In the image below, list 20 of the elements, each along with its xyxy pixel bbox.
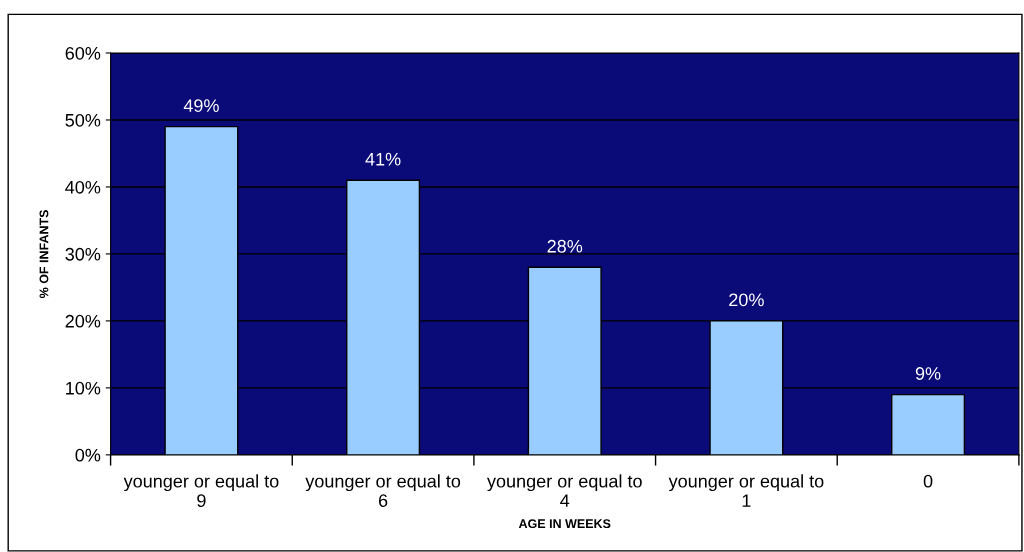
- data-label: 9%: [915, 367, 941, 380]
- y-axis-title: % OF INFANTS: [39, 209, 49, 299]
- y-tick-label: 50%: [65, 113, 101, 127]
- data-label: 20%: [729, 293, 764, 307]
- data-label: 49%: [183, 99, 219, 112]
- y-tick-label: 0%: [75, 448, 101, 462]
- y-tick-label: 20%: [65, 314, 101, 328]
- x-tick-label: younger or equal to 6: [305, 474, 461, 507]
- x-axis-title: AGE IN WEEKS: [518, 519, 611, 529]
- data-label: 41%: [365, 152, 401, 166]
- y-tick-label: 60%: [65, 46, 101, 60]
- y-tick-label: 30%: [65, 247, 101, 261]
- x-tick-label: 0: [923, 474, 933, 488]
- data-label: 28%: [547, 239, 583, 253]
- x-tick-label: younger or equal to 4: [486, 474, 642, 507]
- y-tick-label: 40%: [65, 180, 101, 194]
- x-tick-label: younger or equal to 9: [123, 474, 279, 507]
- x-tick-label: younger or equal to 1: [668, 474, 824, 507]
- y-tick-label: 10%: [66, 381, 101, 395]
- bar: [891, 393, 966, 455]
